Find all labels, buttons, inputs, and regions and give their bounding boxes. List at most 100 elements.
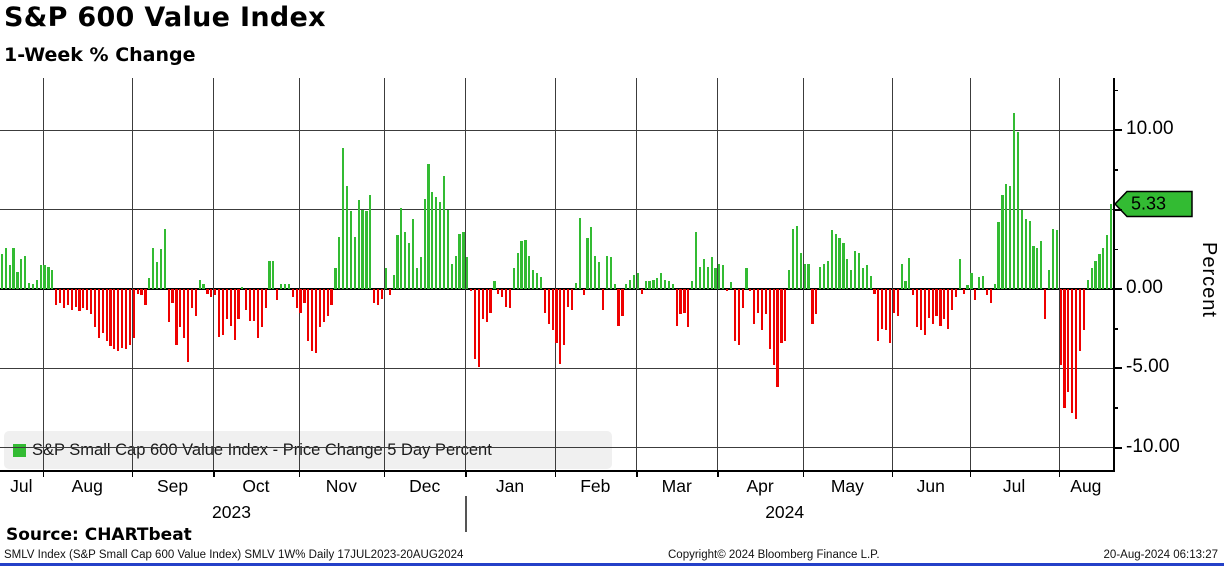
y-axis-major-tick xyxy=(1113,367,1122,370)
data-bar xyxy=(497,289,500,294)
data-bar xyxy=(439,201,442,290)
y-axis-minor-tick xyxy=(1113,248,1118,251)
data-bar xyxy=(1013,112,1016,290)
y-axis-label: 10.00 xyxy=(1126,118,1174,140)
data-bar xyxy=(966,285,969,290)
data-bar xyxy=(93,289,97,328)
y-axis-label: 0.00 xyxy=(1126,277,1163,299)
data-bar xyxy=(772,289,775,366)
legend-label: S&P Small Cap 600 Value Index - Price Ch… xyxy=(32,440,492,459)
v-gridline xyxy=(131,78,133,470)
data-bar xyxy=(35,279,38,290)
data-bar xyxy=(516,252,519,290)
data-bar xyxy=(1047,270,1051,290)
data-bar xyxy=(171,289,174,304)
v-gridline xyxy=(554,78,556,470)
data-bar xyxy=(873,289,876,294)
data-bar xyxy=(691,281,694,290)
data-bar xyxy=(1098,254,1101,290)
data-bar xyxy=(850,270,853,290)
data-bar xyxy=(706,266,709,290)
data-bar xyxy=(675,289,678,326)
year-label-2024: 2024 xyxy=(765,502,805,522)
data-bar xyxy=(287,283,290,290)
data-bar xyxy=(842,243,845,290)
data-bar xyxy=(989,289,992,304)
data-bar xyxy=(78,289,81,312)
data-bar xyxy=(51,270,54,290)
data-bar xyxy=(268,260,271,290)
data-bar xyxy=(233,289,236,340)
data-bar xyxy=(536,273,539,290)
data-bar xyxy=(322,289,325,323)
data-bar xyxy=(822,263,826,290)
data-bar xyxy=(1090,268,1093,290)
data-bar xyxy=(737,289,740,345)
data-bar xyxy=(1044,289,1047,320)
v-gridline xyxy=(636,78,637,470)
data-bar xyxy=(186,289,190,363)
data-bar xyxy=(357,200,360,290)
data-bar xyxy=(39,265,42,290)
data-bar xyxy=(345,185,349,290)
month-label-apr: Apr xyxy=(746,476,774,496)
month-label-jun: Jun xyxy=(916,476,945,496)
data-bar xyxy=(958,258,961,290)
data-bar xyxy=(865,265,868,290)
x-axis-tick xyxy=(131,470,134,477)
x-axis-tick xyxy=(636,470,638,477)
data-bar xyxy=(788,270,791,290)
data-bar xyxy=(524,239,527,290)
data-bar xyxy=(361,209,364,290)
data-bar xyxy=(318,289,322,328)
data-bar xyxy=(877,289,880,342)
data-bar xyxy=(512,268,515,290)
data-bar xyxy=(888,289,892,344)
data-bar xyxy=(834,233,837,290)
data-bar xyxy=(1078,289,1082,351)
month-label-jan: Jan xyxy=(495,476,525,496)
data-bar xyxy=(221,289,225,336)
data-bar xyxy=(280,284,283,290)
data-bar xyxy=(450,263,453,290)
data-bar xyxy=(784,289,787,342)
data-bar xyxy=(547,289,550,324)
data-bar xyxy=(330,289,333,305)
plot-area xyxy=(0,78,1115,472)
y-axis-label: -10.00 xyxy=(1126,435,1180,457)
h-gridline xyxy=(0,367,1113,369)
data-bar xyxy=(1063,289,1066,409)
data-bar xyxy=(1024,219,1027,290)
badge-value: 5.33 xyxy=(1131,193,1167,214)
y-axis-label: -5.00 xyxy=(1126,356,1170,378)
data-bar xyxy=(648,281,651,290)
data-bar xyxy=(256,289,259,339)
data-bar xyxy=(90,289,93,315)
data-bar xyxy=(698,266,702,290)
x-axis: Jul Aug Sep Oct Nov Dec Jan Feb Mar Apr May Jun Jul A… xyxy=(0,470,1113,566)
data-bar xyxy=(1016,131,1020,290)
data-bar xyxy=(167,289,170,323)
data-bar xyxy=(431,192,434,290)
data-bar xyxy=(1032,246,1035,290)
data-bar xyxy=(0,254,4,290)
data-bar xyxy=(598,262,601,290)
data-bar xyxy=(586,238,589,290)
year-label-2023: 2023 xyxy=(212,502,251,522)
data-bar xyxy=(27,282,31,290)
data-bar xyxy=(985,289,989,296)
data-bar xyxy=(846,258,849,290)
data-bar xyxy=(904,281,907,290)
data-bar xyxy=(237,289,240,320)
legend: S&P Small Cap 600 Value Index - Price Ch… xyxy=(4,431,612,469)
month-label-jul: Jul xyxy=(1002,476,1026,496)
data-bar xyxy=(912,289,915,295)
data-bar xyxy=(1009,185,1012,290)
data-bar xyxy=(190,289,194,309)
data-bar xyxy=(4,247,7,290)
data-bar xyxy=(24,255,27,290)
data-bar xyxy=(206,289,209,294)
source-note: Source: CHARTbeat xyxy=(6,525,192,545)
data-bar xyxy=(885,289,888,331)
data-bar xyxy=(365,211,368,290)
